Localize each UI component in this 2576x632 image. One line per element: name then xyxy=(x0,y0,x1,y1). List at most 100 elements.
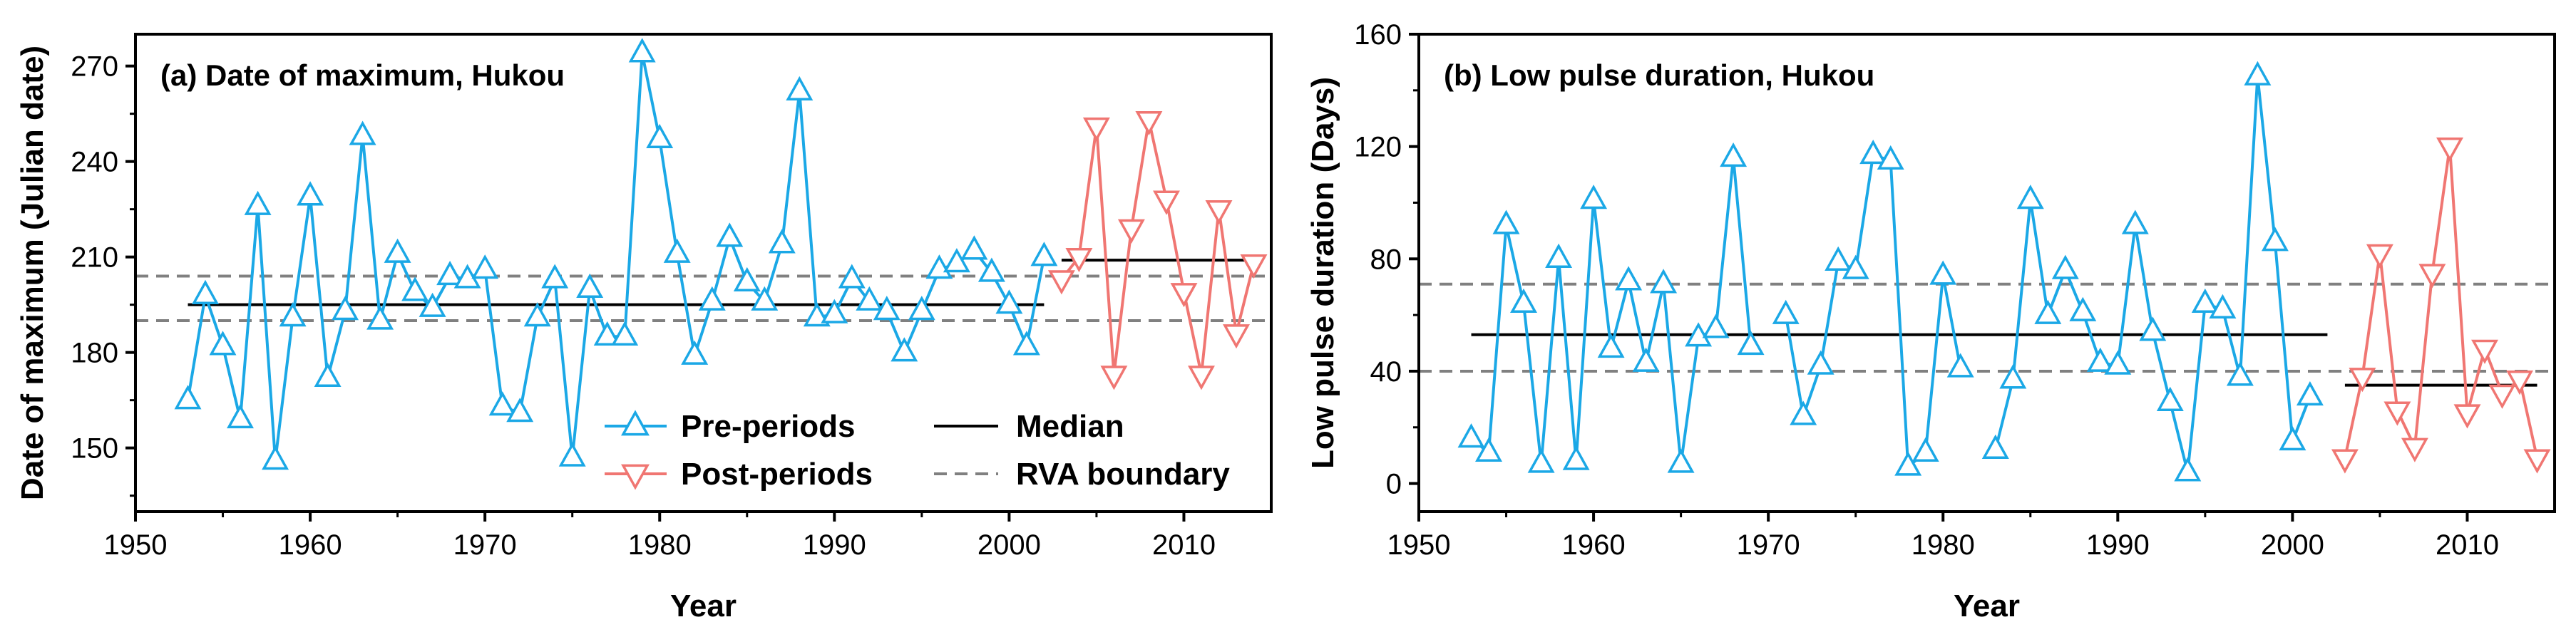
legend-marker-post xyxy=(621,464,650,490)
y-tick-label: 210 xyxy=(71,242,118,274)
y-tick-label: 150 xyxy=(71,433,118,465)
data-point-pre xyxy=(2051,254,2079,279)
data-point-pre xyxy=(349,120,376,145)
data-point-pre xyxy=(1981,434,2009,459)
y-axis-title: Low pulse duration (Days) xyxy=(1305,77,1340,469)
x-tick-label: 1970 xyxy=(453,529,517,561)
data-point-pre xyxy=(174,385,202,410)
data-point-pre xyxy=(908,296,935,321)
data-point-pre xyxy=(925,254,953,279)
data-point-pre xyxy=(1527,448,1555,473)
plot-frame xyxy=(1417,33,2556,513)
data-point-pre xyxy=(1632,347,1660,372)
data-point-post xyxy=(1100,366,1128,390)
x-tick-label: 1990 xyxy=(2086,529,2150,561)
data-point-pre xyxy=(995,289,1023,314)
data-point-pre xyxy=(943,248,970,273)
data-point-pre xyxy=(2279,425,2306,451)
data-point-pre xyxy=(856,286,883,311)
data-point-pre xyxy=(2261,227,2289,252)
data-point-pre xyxy=(576,273,604,299)
data-point-pre xyxy=(2034,299,2062,324)
data-point-pre xyxy=(384,238,411,263)
data-point-pre xyxy=(821,299,848,323)
x-axis-title: Year xyxy=(1954,589,2020,623)
y-axis-title: Date of maximum (Julian date) xyxy=(15,46,50,500)
series-line-pre-2 xyxy=(1993,75,2311,474)
data-point-pre xyxy=(1702,314,1730,338)
legend-label-rva: RVA boundary xyxy=(1016,457,1230,492)
x-tick-label: 1990 xyxy=(803,529,866,561)
data-point-post xyxy=(1188,366,1215,390)
data-point-pre xyxy=(1492,209,1520,234)
data-point-post xyxy=(2471,339,2498,364)
data-point-pre xyxy=(838,264,866,289)
data-point-pre xyxy=(891,337,918,362)
y-tick-label: 270 xyxy=(71,51,118,83)
data-point-post xyxy=(1240,254,1268,279)
data-point-pre xyxy=(558,442,586,467)
y-tick-label: 240 xyxy=(71,147,118,178)
data-point-post xyxy=(1117,219,1145,244)
data-point-pre xyxy=(716,222,744,247)
series-line-pre-0 xyxy=(186,51,1046,462)
data-point-pre xyxy=(541,264,569,289)
data-point-post xyxy=(2506,371,2533,395)
data-point-post xyxy=(2366,244,2393,269)
panel-title: (a) Date of maximum, Hukou xyxy=(160,58,565,92)
data-point-pre xyxy=(1737,330,1765,356)
y-tick-label: 40 xyxy=(1370,356,1402,388)
data-point-post xyxy=(1065,247,1093,273)
data-point-post xyxy=(1135,110,1163,136)
x-tick-label: 1970 xyxy=(1737,529,1800,561)
data-point-pre xyxy=(2156,386,2184,411)
legend: Pre-periods Post-periods Median RVA boundar… xyxy=(605,409,1230,492)
panel-title: (b) Low pulse duration, Hukou xyxy=(1444,58,1874,92)
data-point-pre xyxy=(1999,364,2027,389)
data-point-pre xyxy=(1877,145,1904,170)
data-point-pre xyxy=(1825,246,1852,271)
data-point-pre xyxy=(2174,457,2202,482)
data-point-pre xyxy=(1457,423,1485,448)
data-point-pre xyxy=(873,296,900,321)
series-line-post-0 xyxy=(1060,118,1256,376)
data-point-pre xyxy=(733,266,761,292)
data-point-pre xyxy=(506,398,534,423)
data-point-pre xyxy=(244,190,272,215)
y-tick-label: 80 xyxy=(1370,244,1402,275)
x-tick-label: 1950 xyxy=(104,529,168,561)
data-point-post xyxy=(2488,384,2516,409)
legend-label-post: Post-periods xyxy=(681,457,873,492)
data-point-post xyxy=(2523,449,2551,474)
data-point-pre xyxy=(1510,288,1537,314)
data-point-post xyxy=(2331,449,2359,474)
data-point-pre xyxy=(1842,254,1869,279)
data-point-pre xyxy=(436,260,464,286)
data-point-pre xyxy=(2121,209,2149,234)
data-point-pre xyxy=(593,321,621,346)
data-point-pre xyxy=(1615,266,1643,291)
data-point-pre xyxy=(488,391,516,416)
data-point-pre xyxy=(1929,260,1957,285)
data-point-pre xyxy=(1912,437,1939,462)
data-point-pre xyxy=(681,340,709,365)
x-tick-label: 1950 xyxy=(1387,529,1451,561)
data-point-pre xyxy=(698,286,726,311)
data-point-pre xyxy=(1650,269,1678,294)
data-point-pre xyxy=(1772,299,1800,324)
data-point-pre xyxy=(1859,139,1887,165)
x-axis-title: Year xyxy=(670,589,737,623)
x-tick-label: 2000 xyxy=(2261,529,2324,561)
data-point-pre xyxy=(786,76,814,101)
series-line-post-0 xyxy=(2343,145,2539,459)
data-point-pre xyxy=(419,292,446,317)
data-point-pre xyxy=(227,403,254,429)
data-point-pre xyxy=(960,235,988,260)
data-point-pre xyxy=(471,254,499,279)
plot-frame xyxy=(134,33,1273,513)
data-point-pre xyxy=(1545,243,1573,268)
data-point-pre xyxy=(262,445,289,470)
data-point-pre xyxy=(1580,185,1608,209)
data-point-post xyxy=(2453,404,2481,429)
